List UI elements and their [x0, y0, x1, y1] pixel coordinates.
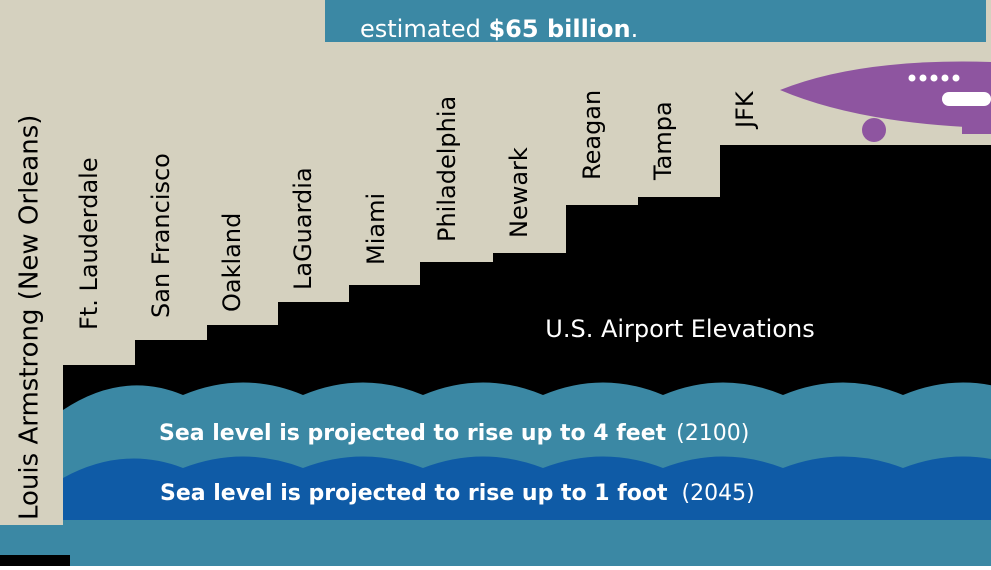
banner-text: estimated $65 billion.: [360, 15, 638, 43]
airplane: [780, 61, 991, 142]
corner-block: [0, 555, 70, 566]
sea-level-1ft: Sea level is projected to rise up to 1 f…: [160, 481, 755, 506]
sea-level-year: (2045): [682, 481, 755, 506]
sea-level-text: Sea level is projected to rise up to 4 f…: [159, 421, 667, 446]
airplane-body: [780, 61, 991, 128]
airplane-engine: [862, 118, 886, 142]
airport-label: Ft. Lauderdale: [75, 157, 103, 330]
banner-text-end: .: [631, 15, 639, 43]
sea-level-year: (2100): [676, 421, 749, 446]
sea-level-text: Sea level is projected to rise up to 1 f…: [160, 481, 668, 506]
airport-label: Newark: [505, 147, 533, 238]
airport-label: San Francisco: [147, 153, 175, 318]
airplane-stripe: [942, 92, 991, 106]
airport-label: JFK: [731, 90, 759, 130]
below-sea-column: [0, 0, 63, 525]
airport-label: Tampa: [649, 101, 677, 181]
airport-label: Oakland: [218, 213, 246, 312]
airport-label: LaGuardia: [289, 167, 317, 290]
airport-label: Reagan: [578, 90, 606, 180]
sea-level-4ft: Sea level is projected to rise up to 4 f…: [159, 421, 749, 446]
banner: [325, 0, 986, 42]
airplane-wing: [962, 110, 991, 134]
elevation-steps: [63, 145, 991, 420]
banner-text-bold: $65 billion: [488, 15, 630, 43]
banner-text-plain: estimated: [360, 15, 488, 43]
sea-level-2045: [63, 456, 991, 520]
airplane-windows: [908, 74, 960, 82]
airport-labels: Louis Armstrong (New Orleans) Ft. Lauderd…: [15, 90, 760, 520]
elevations-title: U.S. Airport Elevations: [545, 315, 814, 343]
airport-label: Philadelphia: [433, 96, 461, 242]
airport-label: Louis Armstrong (New Orleans): [15, 115, 45, 520]
airport-label: Miami: [362, 193, 390, 265]
sea-bottom: [0, 525, 991, 566]
